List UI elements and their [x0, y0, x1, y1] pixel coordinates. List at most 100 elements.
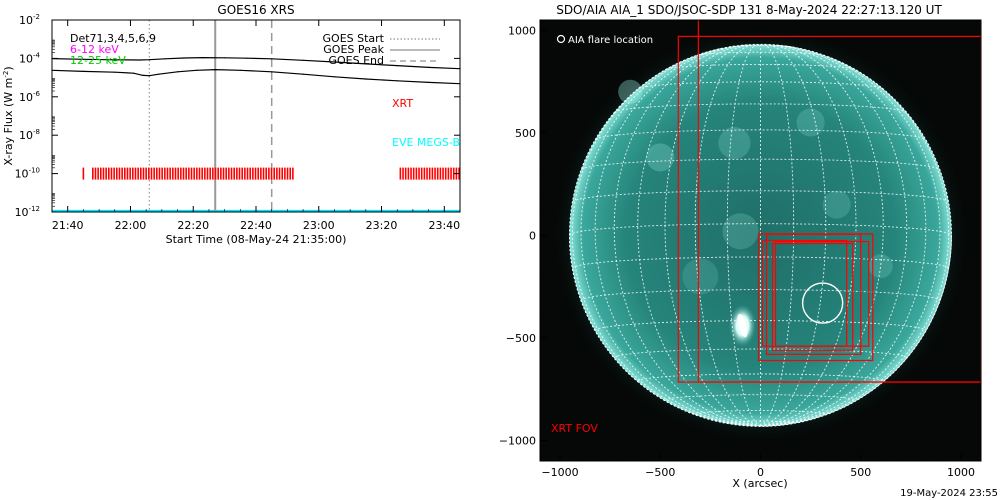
goes-y-tick-label-exponent: -6: [33, 90, 41, 98]
aia-y-tick-label: 1000: [508, 24, 536, 37]
aia-grid-latitude-line: [637, 373, 884, 382]
goes-y-tick-label: 10-10: [15, 167, 40, 181]
aia-chart-title: SDO/AIA AIA_1 SDO/JSOC-SDP 131 8-May-202…: [556, 3, 942, 17]
aia-x-tick-label: 1000: [947, 466, 975, 479]
aia-heliographic-grid: [568, 43, 953, 427]
goes-chart-title: GOES16 XRS: [217, 3, 294, 17]
goes-flux-point-1: [271, 58, 273, 60]
goes-flux-point-2: [396, 80, 398, 82]
goes-x-tick-label: 23:00: [303, 219, 335, 232]
goes-y-tick-label-base: 10: [19, 129, 33, 142]
goes-flux-point-2: [271, 71, 273, 73]
goes-flux-point-2: [428, 81, 430, 83]
goes-y-tick-label-base: 10: [19, 14, 33, 27]
goes-y-tick-label-exponent: -2: [33, 13, 40, 21]
aia-bright-region: [646, 143, 675, 172]
xrt-fov-box: [765, 233, 862, 355]
goes-flux-point-2: [239, 69, 241, 71]
aia-grid-longitude-line: [760, 44, 884, 427]
legend-goes-end: GOES End: [328, 54, 384, 67]
aia-x-tick-label: −500: [645, 466, 675, 479]
aia-grid-longitude-line: [760, 44, 795, 427]
aia-grid-longitude-line: [580, 47, 761, 427]
goes-flux-point-2: [142, 74, 144, 76]
aia-x-tick-label: −1000: [541, 466, 578, 479]
goes-flux-point-1: [428, 66, 430, 68]
goes-y-tick-label: 10-4: [19, 51, 41, 65]
goes-y-axis-label-close: ): [2, 66, 15, 70]
goes-flux-point-2: [158, 73, 160, 75]
goes-flux-point-2: [114, 71, 116, 73]
aia-x-axis: −1000 −500 0 500 1000: [541, 454, 975, 479]
goes-flux-point-1: [365, 63, 367, 65]
aia-y-tick-label: −500: [506, 332, 536, 345]
goes-x-axis-label: Start Time (08-May-24 21:35:00): [166, 233, 347, 246]
aia-grid-latitude-line: [569, 223, 952, 236]
aia-bright-region: [618, 79, 643, 104]
goes-flux-point-1: [164, 58, 166, 60]
goes-plot-area: [51, 20, 461, 213]
aia-grid-longitude-line: [613, 44, 761, 427]
goes-flux-point-2: [148, 75, 150, 77]
goes-flux-point-1: [82, 58, 84, 60]
goes-flux-point-1: [114, 59, 116, 61]
aia-grid-longitude-line: [594, 45, 761, 427]
aia-grid-latitude-line: [613, 348, 908, 359]
goes-y-tick-label-base: 10: [15, 168, 29, 181]
goes-y-tick-label-base: 10: [15, 206, 29, 219]
aia-grid-latitude-line: [594, 320, 927, 331]
legend-band-6-12: 6-12 keV: [70, 43, 119, 56]
goes-flux-point-1: [139, 59, 141, 61]
aia-solar-disk: [569, 44, 952, 427]
goes-y-tick-label-exponent: -4: [33, 51, 41, 59]
goes-y-tick-label: 10-6: [19, 90, 41, 104]
goes-flux-point-1: [183, 57, 185, 59]
aia-bright-region: [722, 213, 759, 250]
goes-y-tick-label-exponent: -10: [29, 167, 40, 175]
goes-y-tick-label-exponent: -8: [33, 128, 40, 136]
goes-flux-point-2: [214, 69, 216, 71]
aia-y-axis: −1000 −500 0 500 1000: [500, 24, 547, 447]
xrt-fov-box: [771, 242, 854, 351]
goes-flux-point-2: [365, 78, 367, 80]
aia-grid-longitude-line: [760, 47, 941, 427]
goes-x-tick-label: 22:00: [115, 219, 147, 232]
aia-solar-image: [552, 27, 969, 444]
goes-y-tick-label: 10-12: [15, 205, 40, 219]
aia-grid-longitude-line: [760, 44, 908, 427]
goes-flux-point-1: [396, 65, 398, 67]
eve-megs-b-label: EVE MEGS-B: [392, 136, 460, 149]
goes-y-axis-label: X-ray Flux (W m-2): [2, 66, 15, 165]
goes-y-tick-label: 10-8: [19, 128, 40, 142]
goes-y-axis-label-main: X-ray Flux (W m: [2, 78, 15, 166]
aia-flare-core: [737, 313, 748, 338]
goes-flux-point-2: [82, 70, 84, 72]
footer-timestamp: 19-May-2024 23:55: [900, 488, 998, 499]
legend-goes-peak: GOES Peak: [323, 43, 384, 56]
goes-flux-point-1: [148, 59, 150, 61]
aia-grid-longitude-line: [726, 44, 761, 427]
aia-bright-region: [718, 127, 751, 160]
goes-x-tick-label: 23:20: [366, 219, 398, 232]
xrt-fov-label: XRT FOV: [551, 422, 598, 435]
goes-flux-point-2: [176, 71, 179, 73]
aia-grid-longitude-line: [760, 44, 827, 427]
aia-bright-region: [682, 258, 719, 295]
goes-y-axis-label-sup: -2: [2, 71, 10, 78]
aia-y-tick-label: 0: [529, 229, 536, 242]
goes-y-tick-label-base: 10: [19, 91, 33, 104]
legend-goes-start: GOES Start: [323, 32, 385, 45]
aia-y-tick-label: 500: [515, 127, 536, 140]
aia-x-axis-label: X (arcsec): [732, 477, 787, 490]
goes-flux-curve-2: [51, 68, 461, 85]
aia-image-chart: SDO/AIA AIA_1 SDO/JSOC-SDP 131 8-May-202…: [500, 3, 998, 499]
aia-grid-longitude-line: [637, 44, 761, 427]
aia-grid-latitude-line: [572, 190, 949, 203]
goes-x-axis: 21:40 22:00 22:20 22:40 23:00 23:20 23:40: [52, 20, 460, 232]
goes-flux-point-2: [195, 69, 197, 71]
goes-x-tick-label: 21:40: [52, 219, 84, 232]
aia-flare-location-legend: AIA flare location: [568, 35, 653, 46]
legend-band-12-25: 12-25 keV: [70, 54, 126, 67]
